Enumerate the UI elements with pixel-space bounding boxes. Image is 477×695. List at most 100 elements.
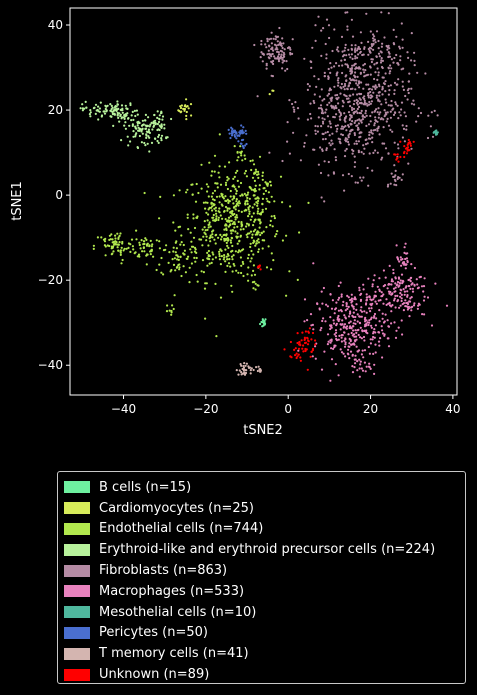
data-point [378,91,381,94]
data-point [309,355,312,358]
data-point [378,344,381,347]
data-point [250,236,254,239]
data-point [214,209,217,212]
data-point [241,194,244,197]
data-point [374,84,377,87]
data-point [395,83,398,86]
data-point [347,97,350,100]
data-point [370,316,373,319]
data-point [373,296,376,299]
data-point [254,189,257,192]
data-point [270,252,273,255]
data-point [293,348,296,351]
data-point [154,122,157,125]
data-point [215,217,218,220]
data-point [179,105,182,108]
data-point [230,134,234,137]
data-point [190,183,193,186]
data-point [238,249,241,252]
data-point [275,44,278,47]
data-point [224,183,228,187]
data-point [337,374,340,377]
data-point [277,53,281,56]
data-point [357,46,360,49]
data-point [377,83,381,86]
data-point [223,237,226,240]
data-point [337,284,340,288]
data-point [156,116,159,119]
data-point [262,324,265,327]
data-point [377,299,380,302]
data-point [368,131,371,134]
data-point [349,338,352,342]
data-point [357,122,360,125]
data-point [365,298,368,301]
data-point [280,42,283,45]
data-point [242,369,245,372]
data-point [351,325,354,328]
data-point [412,140,415,143]
data-point [336,124,339,127]
legend-label: Cardiomyocytes (n=25) [99,500,254,516]
data-point [393,321,396,324]
data-point [337,309,340,312]
data-point [387,124,391,127]
data-point [354,315,357,319]
data-point [81,103,84,106]
data-point [343,125,346,129]
data-point [370,129,373,132]
data-point [259,268,262,271]
data-point [271,61,274,64]
data-point [404,299,407,302]
data-point [119,113,122,116]
data-point [402,288,405,291]
data-point [324,131,327,134]
data-point [212,203,215,206]
data-point [340,293,343,296]
data-point [152,122,155,125]
data-point [396,153,399,156]
data-point [409,280,412,283]
data-point [387,183,390,186]
data-point [261,52,264,56]
data-point [358,315,362,318]
data-point [245,362,248,365]
data-point [238,131,241,134]
data-point [306,88,309,91]
data-point [324,42,327,46]
data-point [236,150,239,154]
data-point [237,373,240,376]
data-point [376,129,379,132]
data-point [155,239,158,242]
data-point [340,59,343,62]
data-point [432,131,435,134]
data-point [368,366,371,369]
data-point [375,30,379,33]
data-point [407,284,410,288]
data-point [306,319,309,322]
data-point [277,60,281,63]
data-point [358,289,361,292]
data-point [367,88,370,91]
data-point [320,88,323,91]
data-point [365,83,368,86]
data-point [223,209,226,213]
data-point [368,295,371,299]
data-point [361,53,364,57]
data-point [381,85,384,89]
data-point [256,233,259,236]
data-point [317,15,320,18]
data-point [286,46,290,50]
data-point [350,18,353,21]
data-point [108,234,111,237]
data-point [358,322,362,325]
data-point [323,350,326,353]
data-point [137,253,141,256]
legend-label: Fibroblasts (n=863) [99,563,228,579]
data-point [359,176,362,179]
data-point [358,80,361,83]
data-point [137,120,140,123]
data-point [384,80,387,83]
data-point [227,128,230,131]
data-point [273,55,276,58]
